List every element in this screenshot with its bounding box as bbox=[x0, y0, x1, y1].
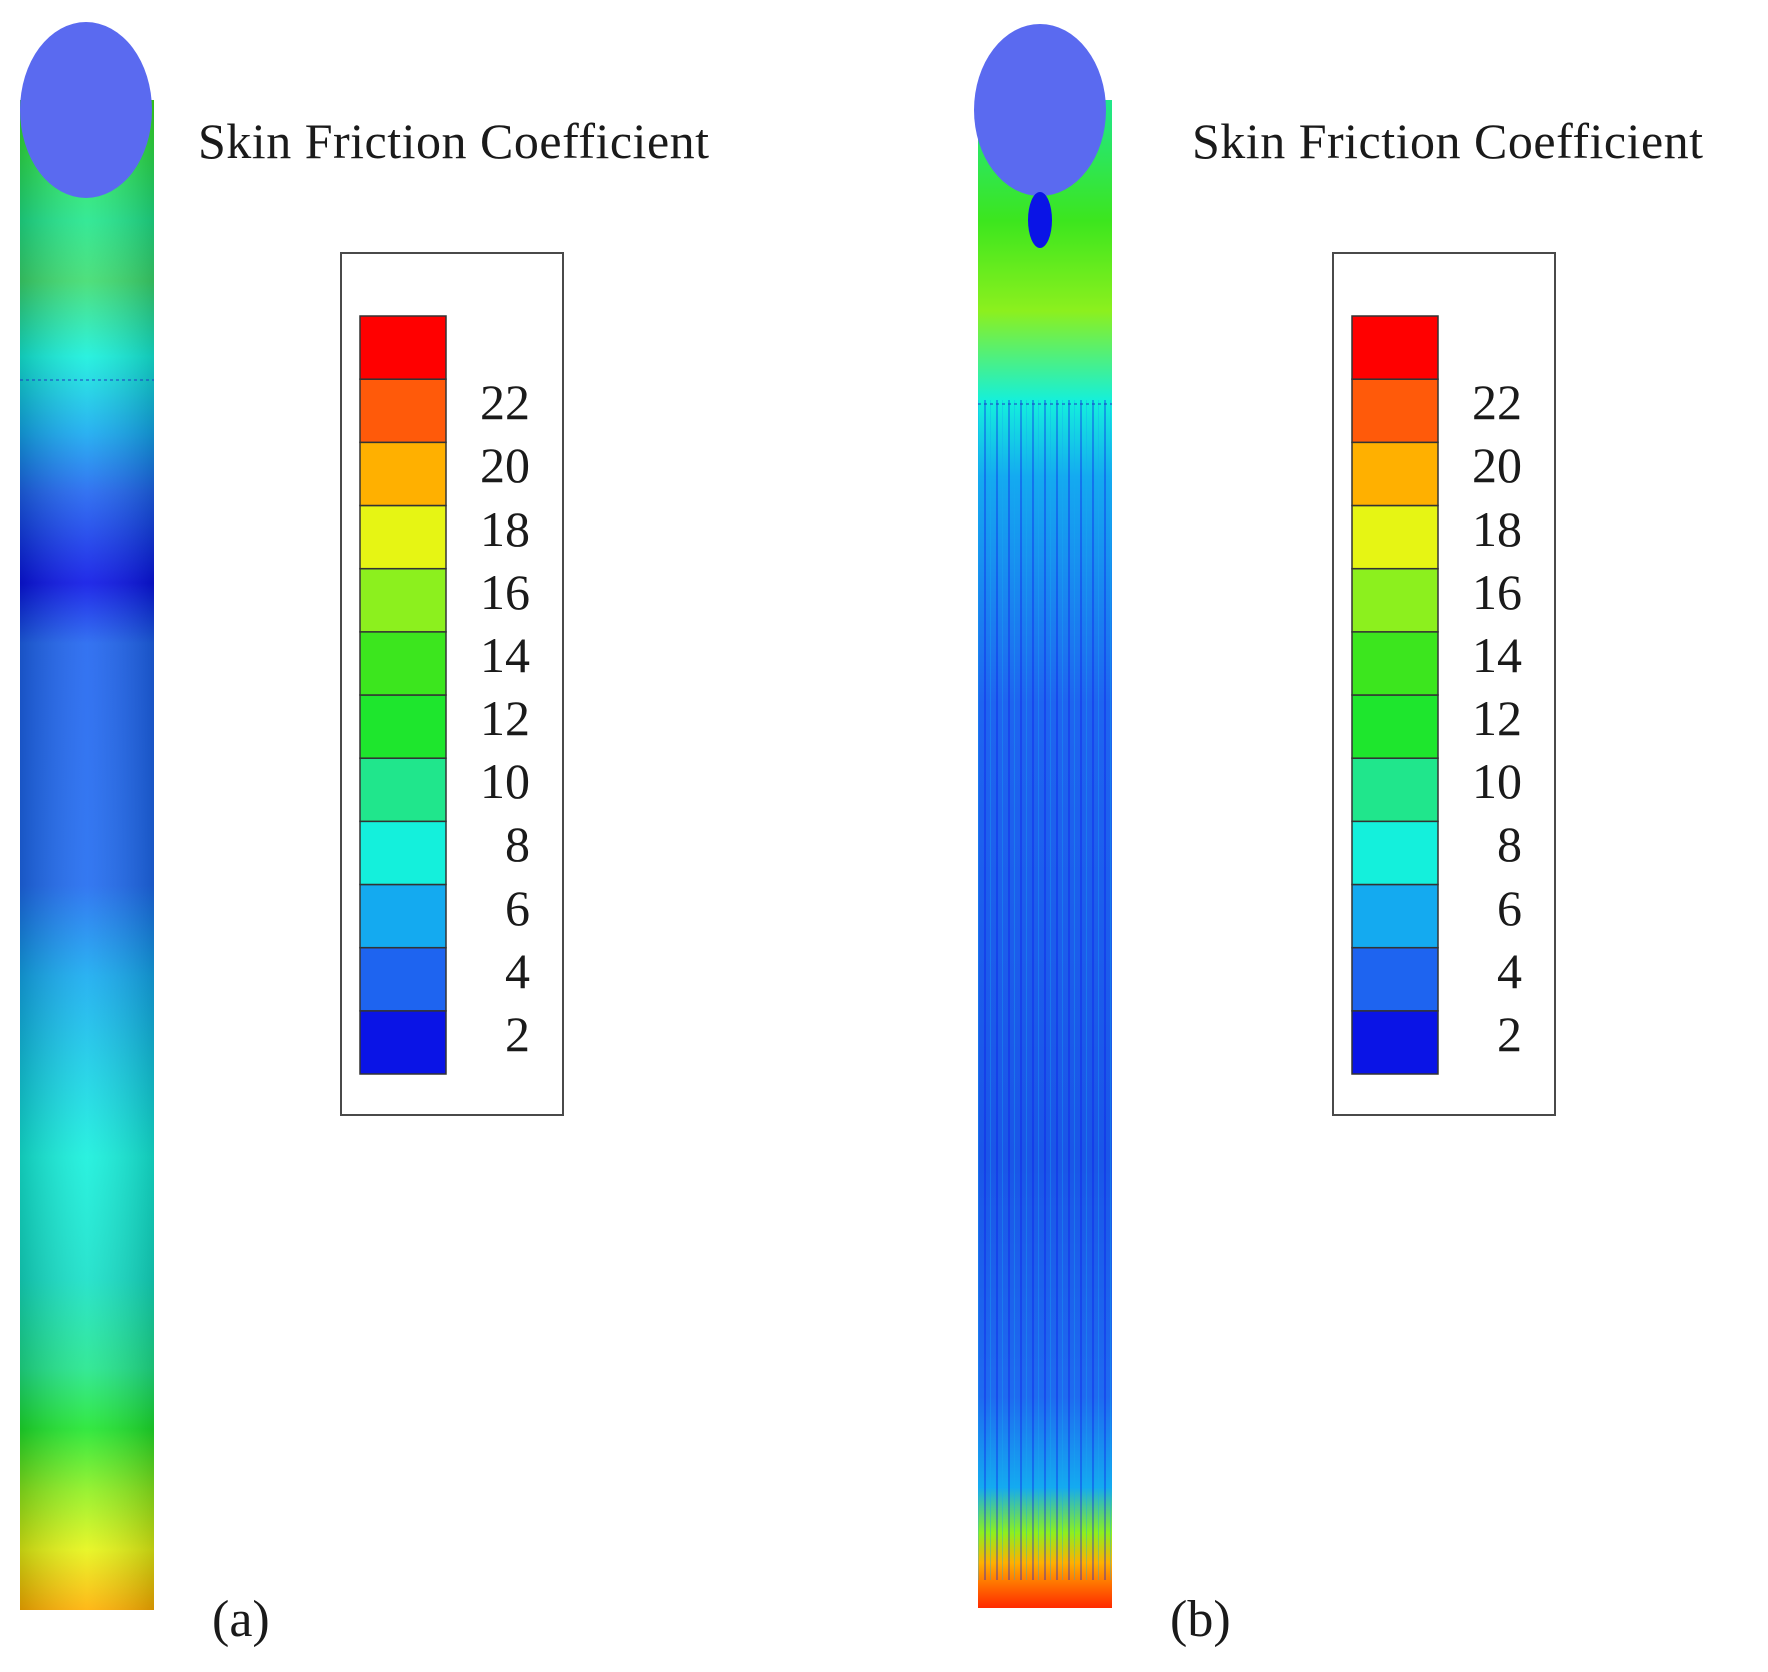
colorbar-segment bbox=[1351, 883, 1439, 949]
colorbar-tick-label: 14 bbox=[1472, 626, 1522, 683]
colorbar-segment bbox=[359, 694, 447, 759]
colorbar-segment bbox=[359, 820, 447, 886]
colorbar-tick-label: 4 bbox=[505, 942, 530, 999]
colorbar-tick-label: 10 bbox=[1472, 753, 1522, 810]
colorbar-segment bbox=[1351, 631, 1439, 696]
colorbar-segment bbox=[359, 441, 447, 507]
colorbar-tick-label: 18 bbox=[480, 500, 530, 557]
colorbar-segment bbox=[1351, 504, 1439, 570]
colorbar-tick-label: 22 bbox=[480, 374, 530, 431]
colorbar-a bbox=[359, 315, 447, 1075]
colorbar-segment bbox=[359, 504, 447, 570]
label-a: (a) bbox=[212, 1591, 270, 1648]
colorbar-tick-label: 6 bbox=[505, 879, 530, 936]
colorbar-tick-label: 22 bbox=[1472, 374, 1522, 431]
colorbar-tick-label: 14 bbox=[480, 626, 530, 683]
colorbar-segment bbox=[1351, 1010, 1439, 1075]
pipe-contour-b bbox=[974, 24, 1112, 1608]
colorbar-segment bbox=[1351, 315, 1439, 380]
colorbar-segment bbox=[359, 883, 447, 949]
colorbar-tick-label: 16 bbox=[1472, 563, 1522, 620]
colorbar-segment bbox=[359, 946, 447, 1012]
colorbar-segment bbox=[1351, 378, 1439, 444]
colorbar-segment bbox=[359, 1010, 447, 1075]
colorbar-segment bbox=[359, 567, 447, 633]
colorbar-tick-label: 4 bbox=[1497, 942, 1522, 999]
colorbar-segment bbox=[1351, 946, 1439, 1012]
colorbar-segment bbox=[1351, 820, 1439, 886]
colorbar-tick-label: 2 bbox=[1497, 1005, 1522, 1062]
colorbar-b bbox=[1351, 315, 1439, 1075]
pipe-contour-a bbox=[20, 22, 154, 1610]
colorbar-segment bbox=[1351, 694, 1439, 759]
colorbar-legend-b: 2 4 6 8 10 12 14 16 18 20 22 bbox=[1332, 252, 1556, 1116]
panel-b: Skin Friction Coefficient 2 4 6 8 10 12 14 16 18… bbox=[960, 0, 1768, 1672]
colorbar-tick-label: 8 bbox=[1497, 816, 1522, 873]
colorbar-segment bbox=[359, 631, 447, 696]
colorbar-tick-label: 6 bbox=[1497, 879, 1522, 936]
colorbar-legend-a: 2 4 6 8 10 12 14 16 18 20 22 bbox=[340, 252, 564, 1116]
colorbar-tick-label: 2 bbox=[505, 1005, 530, 1062]
colorbar-tick-label: 12 bbox=[1472, 690, 1522, 746]
colorbar-tick-label: 12 bbox=[480, 690, 530, 746]
colorbar-tick-label: 10 bbox=[480, 753, 530, 810]
colorbar-tick-label: 16 bbox=[480, 563, 530, 620]
colorbar-segment bbox=[1351, 757, 1439, 823]
colorbar-segment bbox=[359, 757, 447, 823]
colorbar-tick-label: 20 bbox=[480, 437, 530, 494]
colorbar-segment bbox=[359, 315, 447, 380]
title-b: Skin Friction Coefficient bbox=[1192, 113, 1704, 169]
colorbar-segment bbox=[1351, 567, 1439, 633]
colorbar-segment bbox=[1351, 441, 1439, 507]
colorbar-tick-label: 18 bbox=[1472, 500, 1522, 557]
colorbar-tick-label: 8 bbox=[505, 816, 530, 873]
colorbar-segment bbox=[359, 378, 447, 444]
panel-a: Skin Friction Coefficient 2 4 6 8 10 12 14 16 18… bbox=[20, 22, 710, 1648]
colorbar-tick-label: 20 bbox=[1472, 437, 1522, 494]
title-a: Skin Friction Coefficient bbox=[198, 113, 710, 169]
label-b: (b) bbox=[1170, 1591, 1231, 1648]
